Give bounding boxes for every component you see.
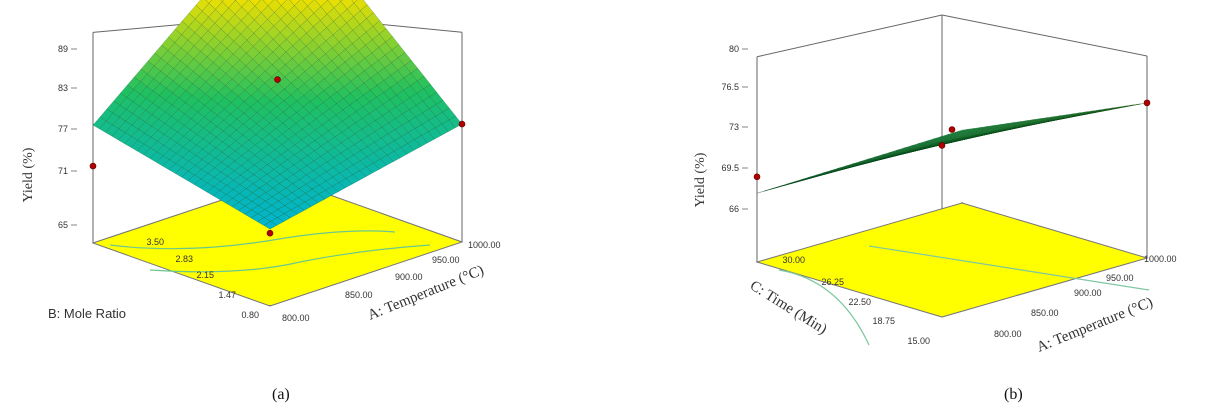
z-tick-label: 73 — [729, 122, 739, 132]
y-tick-label: 0.80 — [241, 310, 259, 320]
design-point — [90, 163, 96, 169]
caption-a: (a) — [272, 386, 290, 404]
x-tick-label: 800.00 — [994, 329, 1022, 339]
x-axis-label: A: Temperature (°C) — [366, 262, 487, 323]
z-tick-label: 89 — [58, 44, 68, 54]
x-tick-label: 850.00 — [1031, 308, 1059, 318]
design-point — [949, 127, 955, 133]
z-tick-label: 83 — [58, 83, 68, 93]
box-edge — [757, 15, 942, 57]
z-axis-label: Yield (%) — [693, 152, 708, 207]
x-tick-label: 900.00 — [1074, 288, 1102, 298]
z-tick-label: 69.5 — [721, 163, 739, 173]
plot-0: 65 71 77 83 89 0.80 1.47 2.152.83 3.50 800.00 850.… — [21, 0, 501, 324]
x-tick-label: 950.00 — [1106, 273, 1134, 283]
z-tick-label: 77 — [58, 124, 68, 134]
z-tick-label: 80 — [729, 44, 739, 54]
floor-plane — [757, 203, 1147, 317]
box-edge — [942, 15, 1147, 56]
y-tick-label: 3.50 — [146, 237, 164, 247]
z-tick-label: 65 — [58, 220, 68, 230]
x-axis-label: A: Temperature (°C) — [1035, 294, 1156, 355]
x-tick-label: 1000.00 — [1144, 254, 1177, 264]
z-axis-label: Yield (%) — [21, 147, 36, 202]
surface-plot-a-svg: 65 71 77 83 89 0.80 1.47 2.152.83 3.50 800.00 850.… — [0, 0, 609, 415]
design-point — [939, 142, 945, 148]
z-tick-label: 66 — [729, 204, 739, 214]
y-tick-label: 2.83 — [175, 254, 193, 264]
z-tick-label: 76.5 — [721, 82, 739, 92]
design-point — [275, 77, 281, 83]
x-tick-label: 950.00 — [432, 255, 460, 265]
y-tick-label: 30.00 — [782, 255, 805, 265]
x-tick-label: 900.00 — [395, 272, 423, 282]
y-tick-label: 18.75 — [872, 316, 895, 326]
y-axis-label: C: Time (Min) — [747, 278, 830, 338]
y-tick-label: 2.15 — [196, 270, 214, 280]
y-tick-label: 22.50 — [848, 297, 871, 307]
design-point — [459, 121, 465, 127]
response-surface — [757, 103, 1147, 193]
x-tick-label: 1000.00 — [468, 240, 501, 250]
y-tick-label: 15.00 — [907, 336, 930, 346]
design-point — [1144, 100, 1150, 106]
design-point — [267, 230, 273, 236]
design-point — [754, 174, 760, 180]
y-axis-label: B: Mole Ratio — [48, 306, 126, 321]
y-tick-label: 1.47 — [218, 290, 236, 300]
caption-b: (b) — [1004, 386, 1023, 404]
x-tick-label: 800.00 — [282, 313, 310, 323]
z-tick-label: 71 — [58, 166, 68, 176]
x-tick-label: 850.00 — [345, 290, 373, 300]
response-surface — [93, 0, 462, 229]
y-tick-label: 26.25 — [821, 277, 844, 287]
